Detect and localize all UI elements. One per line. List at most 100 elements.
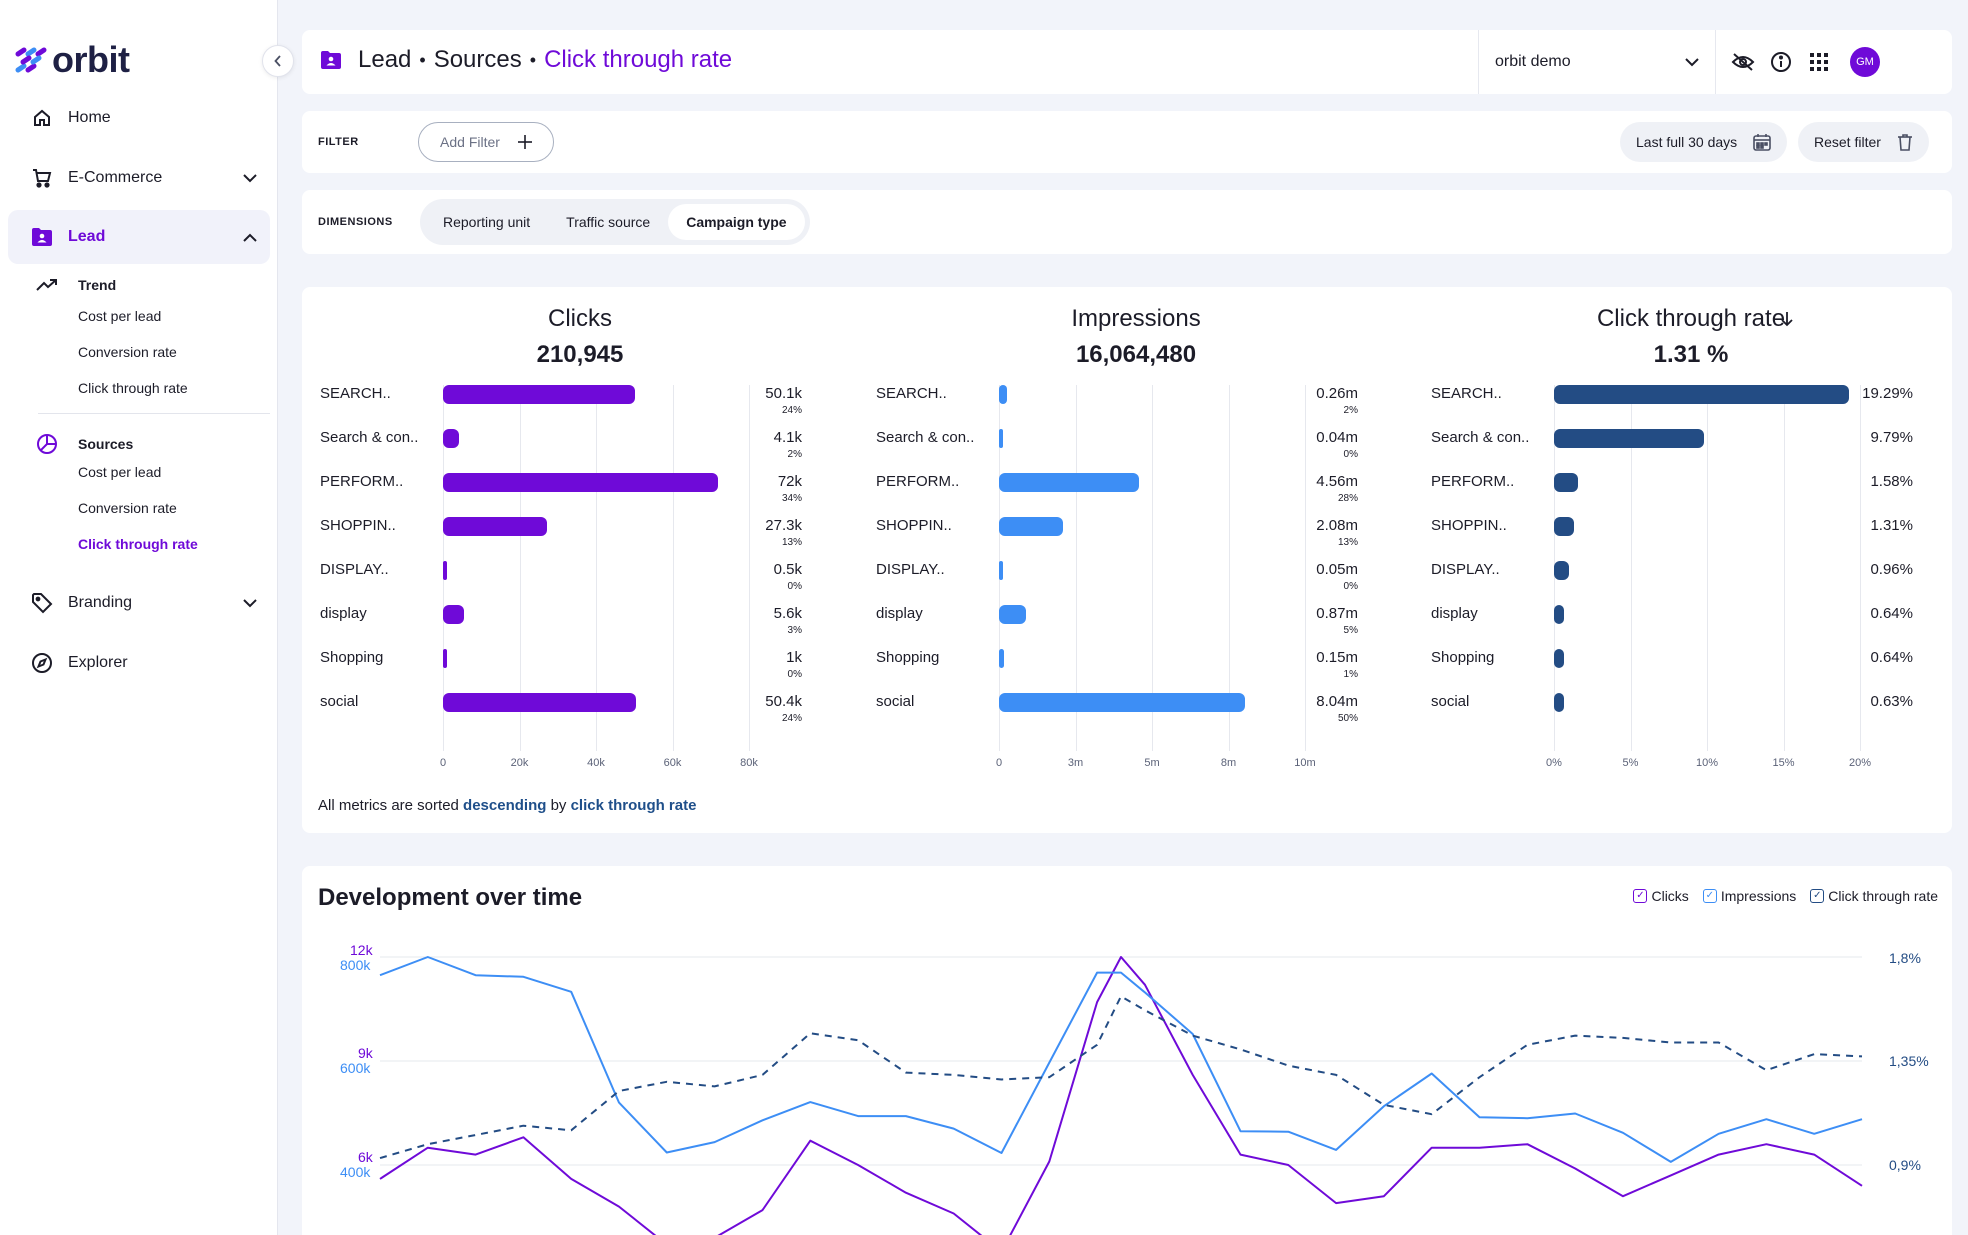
metric-title[interactable]: Clicks (548, 305, 612, 332)
bar-chart-grid: 0% 5% 10% 15% 20% (1546, 385, 1871, 769)
bar-row[interactable]: PERFORM.. 1.58% (1413, 467, 1968, 511)
bar-row[interactable]: SHOPPIN.. 27.3k 13% (302, 511, 858, 555)
bar-label: SEARCH.. (320, 385, 391, 402)
tag-icon (16, 592, 68, 614)
legend-clicks-toggle[interactable]: ✓ Clicks (1633, 888, 1689, 904)
bar-share: 1% (1343, 669, 1358, 680)
bar-row[interactable]: social 0.63% (1413, 687, 1968, 731)
bar-row[interactable]: Search & con.. 9.79% (1413, 423, 1968, 467)
sidebar-trend-cost-per-lead[interactable]: Cost per lead (78, 308, 162, 324)
metric-total: 1.31 % (1653, 341, 1729, 368)
grid-line (1305, 385, 1306, 751)
bar-row[interactable]: display 0.64% (1413, 599, 1968, 643)
date-range-button[interactable]: Last full 30 days (1620, 122, 1788, 162)
bar-chart-grid: 0 3m 5m 8m 10m (996, 385, 1316, 769)
bar-row[interactable]: Shopping 1k 0% (302, 643, 858, 687)
bar-share: 0% (1343, 449, 1358, 460)
sidebar-trend-click-through-rate[interactable]: Click through rate (78, 380, 188, 396)
sidebar-sources-cost-per-lead[interactable]: Cost per lead (78, 464, 162, 480)
sidebar-subsection-sources[interactable]: Sources (36, 433, 133, 455)
eye-off-icon[interactable] (1730, 42, 1756, 82)
series-line-impressions[interactable] (379, 956, 1863, 1163)
bar-track (1554, 605, 1860, 625)
bar-track (443, 693, 749, 713)
bar-track (1554, 429, 1860, 449)
metric-title[interactable]: Click through rate (1596, 305, 1786, 332)
bar (999, 429, 1003, 448)
bar-row[interactable]: SEARCH.. 50.1k 24% (302, 379, 858, 423)
bar-row[interactable]: Search & con.. 4.1k 2% (302, 423, 858, 467)
tab-reporting-unit[interactable]: Reporting unit (443, 214, 531, 230)
sidebar-item-lead[interactable]: Lead (8, 210, 270, 264)
info-icon[interactable] (1768, 42, 1794, 82)
sidebar-item-branding[interactable]: Branding (8, 576, 270, 630)
avatar[interactable]: GM (1850, 47, 1880, 77)
bar-value: 0.04m (1316, 429, 1358, 446)
bar-row[interactable]: display 0.87m 5% (858, 599, 1414, 643)
breadcrumb-lead[interactable]: Lead (358, 46, 412, 73)
dimensions-bar: DIMENSIONS Reporting unit Traffic source… (302, 190, 1952, 254)
collapse-sidebar-button[interactable] (262, 45, 294, 77)
metrics-panel: Clicks 210,945 0 20k 40k 60k 80k SEARCH.. 50.1k 2… (302, 287, 1952, 833)
bar-row[interactable]: DISPLAY.. 0.05m 0% (858, 555, 1414, 599)
bar-row[interactable]: DISPLAY.. 0.96% (1413, 555, 1968, 599)
metric-title[interactable]: Impressions (1071, 305, 1201, 332)
legend-label: Impressions (1720, 888, 1797, 904)
sidebar-trend-conversion-rate[interactable]: Conversion rate (78, 344, 177, 360)
sidebar-sources-click-through-rate[interactable]: Click through rate (78, 536, 198, 552)
bar (1554, 561, 1569, 580)
checkbox-checked-icon: ✓ (1702, 889, 1717, 903)
bar-row[interactable]: social 8.04m 50% (858, 687, 1414, 731)
development-title: Development over time (318, 884, 583, 911)
sidebar-item-ecommerce[interactable]: E-Commerce (8, 151, 270, 205)
sidebar-item-home[interactable]: Home (8, 91, 270, 145)
bar-row[interactable]: SEARCH.. 0.26m 2% (858, 379, 1414, 423)
breadcrumb-separator: • (529, 49, 537, 70)
y-tick-ctr: 1,35% (1889, 1053, 1929, 1069)
bar-track (1554, 385, 1860, 405)
bar-label: social (876, 693, 915, 710)
sidebar-item-explorer[interactable]: Explorer (8, 636, 270, 690)
bar-label: display (320, 605, 367, 622)
add-filter-button[interactable]: Add Filter (418, 122, 554, 162)
tab-campaign-type[interactable]: Campaign type (668, 204, 805, 240)
sidebar-subsection-trend[interactable]: Trend (36, 277, 116, 293)
grid-line (1860, 385, 1861, 751)
bar-row[interactable]: social 50.4k 24% (302, 687, 858, 731)
plus-icon (517, 135, 532, 149)
page-header: Lead • Sources • Click through rate orbi… (302, 30, 1952, 94)
bar-row[interactable]: Shopping 0.64% (1413, 643, 1968, 687)
series-line-click-through-rate[interactable] (379, 995, 1863, 1160)
breadcrumb-sources[interactable]: Sources (433, 46, 522, 73)
bar-row[interactable]: Search & con.. 0.04m 0% (858, 423, 1414, 467)
sort-direction-link[interactable]: descending (463, 797, 547, 814)
tab-traffic-source[interactable]: Traffic source (566, 214, 651, 230)
sort-metric-link[interactable]: click through rate (570, 797, 697, 814)
bar-row[interactable]: PERFORM.. 4.56m 28% (858, 467, 1414, 511)
legend-impressions-toggle[interactable]: ✓ Impressions (1702, 888, 1797, 904)
sidebar-subsection-label: Trend (78, 277, 117, 293)
account-select[interactable]: orbit demo (1478, 30, 1716, 94)
legend-ctr-toggle[interactable]: ✓ Click through rate (1810, 888, 1938, 904)
apps-grid-icon[interactable] (1806, 42, 1832, 82)
bar-row[interactable]: DISPLAY.. 0.5k 0% (302, 555, 858, 599)
sidebar-sources-conversion-rate[interactable]: Conversion rate (78, 500, 177, 516)
bar-row[interactable]: PERFORM.. 72k 34% (302, 467, 858, 511)
header-actions: GM (1730, 42, 1880, 82)
bar-row[interactable]: Shopping 0.15m 1% (858, 643, 1414, 687)
bar-row[interactable]: SHOPPIN.. 2.08m 13% (858, 511, 1414, 555)
bar-row[interactable]: SEARCH.. 19.29% (1413, 379, 1968, 423)
metric-total: 16,064,480 (1075, 341, 1197, 368)
bar-track (999, 605, 1305, 625)
bar-label: social (1431, 693, 1470, 710)
bar-track (1554, 561, 1860, 581)
reset-filter-button[interactable]: Reset filter (1798, 122, 1929, 162)
series-line-clicks[interactable] (379, 956, 1863, 1235)
bar-share: 13% (1337, 537, 1358, 548)
x-tick-label: 5m (1144, 757, 1160, 769)
bar-label: Search & con.. (876, 429, 975, 446)
bar-row[interactable]: SHOPPIN.. 1.31% (1413, 511, 1968, 555)
orbit-logo[interactable]: orbit (14, 39, 130, 80)
bar (999, 473, 1139, 492)
bar-row[interactable]: display 5.6k 3% (302, 599, 858, 643)
